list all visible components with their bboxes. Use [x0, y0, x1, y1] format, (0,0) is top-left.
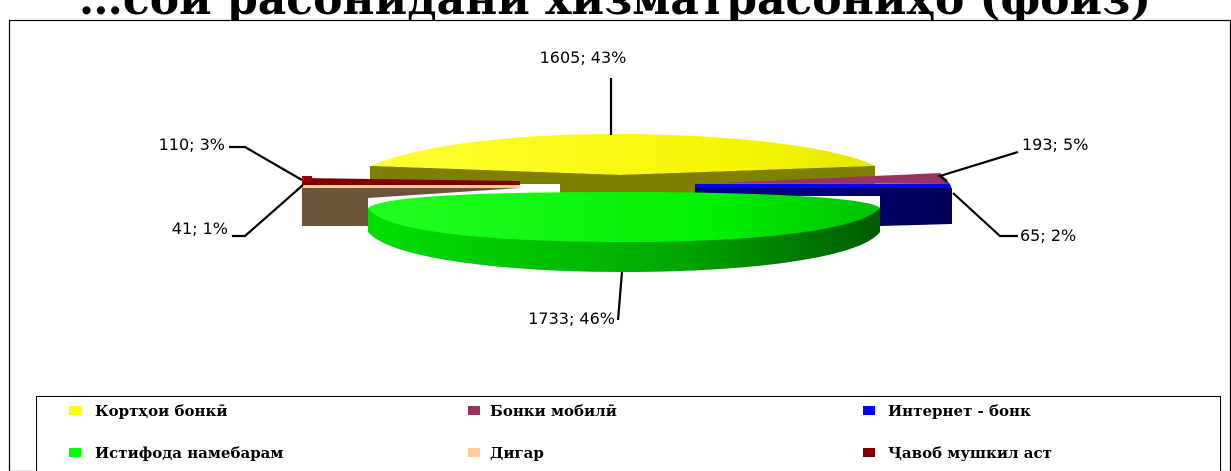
legend-item-none: Истифода намебарам: [69, 444, 283, 462]
legend: Кортҳои бонкӣ Бонки мобилӣ Интернет - бо…: [36, 396, 1221, 471]
leader-line-none: [616, 271, 624, 321]
slice-internet-side: [695, 188, 952, 226]
slice-other-side: [302, 185, 520, 226]
slice-group-cards: [370, 134, 875, 195]
legend-item-mobile: Бонки мобилӣ: [468, 402, 617, 420]
legend-item-other: Дигар: [468, 444, 544, 462]
data-label-mobile: 193; 5%: [1022, 135, 1088, 154]
legend-label-cards: Кортҳои бонкӣ: [95, 402, 227, 420]
legend-label-other: Дигар: [490, 444, 544, 462]
slice-group-none: [368, 192, 880, 272]
leader-line-internet: [952, 192, 1018, 238]
slice-group-internet: [695, 184, 952, 226]
legend-item-cards: Кортҳои бонкӣ: [69, 402, 227, 420]
legend-label-none: Истифода намебарам: [95, 444, 283, 462]
slice-hard-top: [302, 178, 520, 185]
slice-mobile-top: [720, 173, 950, 184]
legend-swatch-internet: [863, 406, 875, 415]
leader-line-mobile: [937, 150, 1019, 182]
legend-swatch-mobile: [468, 406, 480, 415]
slice-group-left: [302, 176, 520, 226]
data-label-internet: 65; 2%: [1020, 226, 1076, 245]
slice-hard-edge: [302, 176, 312, 182]
legend-swatch-other: [468, 448, 480, 457]
slice-none-top: [368, 192, 880, 242]
leader-lines: [229, 78, 1019, 321]
legend-swatch-none: [69, 448, 81, 457]
data-label-other: 41; 1%: [172, 219, 228, 238]
legend-item-hard: Ҷавоб мушкил аст: [863, 444, 1052, 462]
data-label-none: 1733; 46%: [528, 309, 615, 328]
legend-label-mobile: Бонки мобилӣ: [490, 402, 617, 420]
legend-label-hard: Ҷавоб мушкил аст: [888, 444, 1052, 462]
slice-cards-shade: [370, 166, 875, 195]
legend-label-internet: Интернет - бонк: [888, 402, 1031, 420]
data-label-hard: 110; 3%: [159, 135, 225, 154]
legend-swatch-hard: [863, 448, 875, 457]
legend-box: [36, 396, 1221, 471]
slice-cards-top: [370, 134, 875, 175]
legend-swatch-cards: [69, 406, 81, 415]
data-label-cards: 1605; 43%: [540, 48, 627, 67]
legend-item-internet: Интернет - бонк: [863, 402, 1031, 420]
leader-line-hard: [229, 145, 303, 181]
leader-line-other: [232, 184, 304, 238]
